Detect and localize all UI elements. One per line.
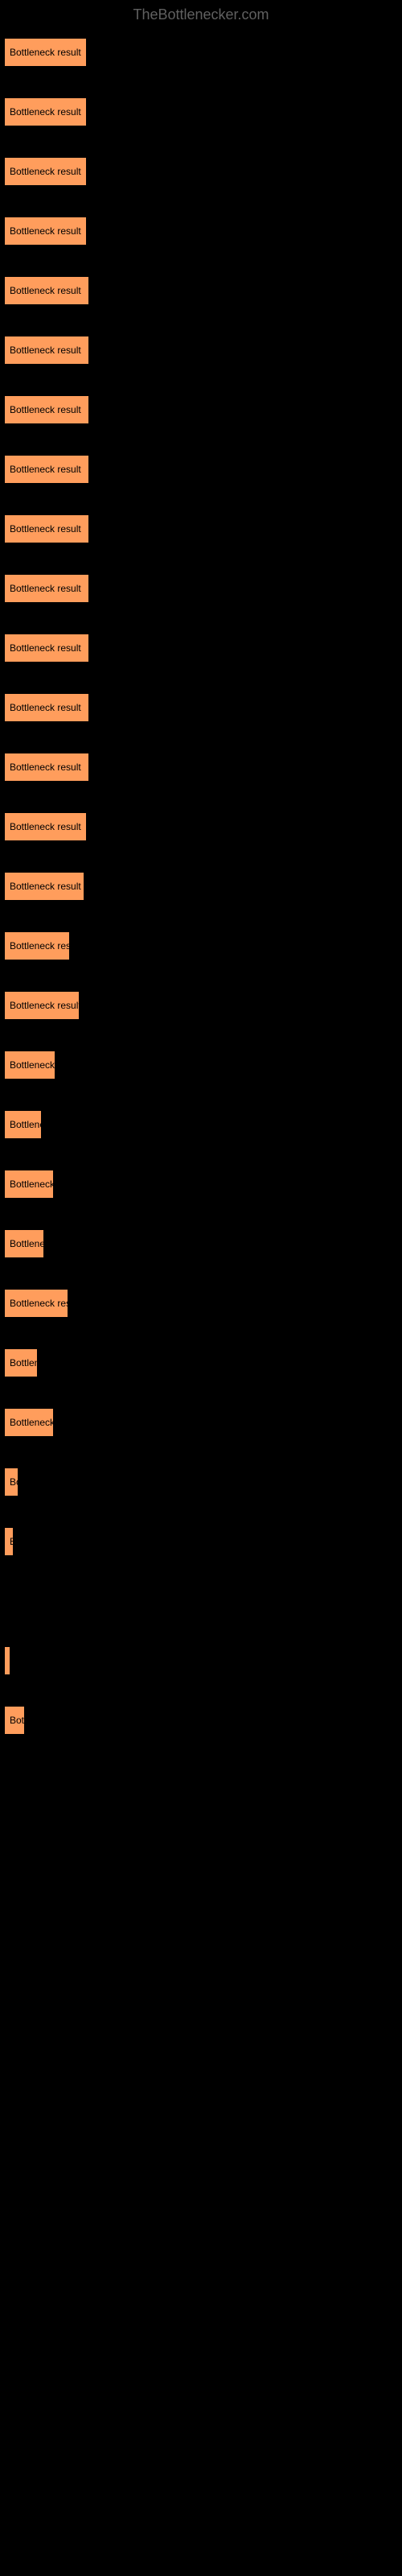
bar-label: Bottleneck result bbox=[10, 1059, 55, 1071]
bar-row: Bottleneck result bbox=[4, 693, 402, 722]
bar-row: Bottleneck result bbox=[4, 753, 402, 782]
bar-row: Bottleneck result bbox=[4, 276, 402, 305]
chart-bar: Bottleneck result bbox=[4, 455, 89, 484]
bar-row: Bottleneck result bbox=[4, 157, 402, 186]
bar-label: Bottleneck result bbox=[10, 404, 81, 415]
bar-label: Bottleneck result bbox=[10, 106, 81, 118]
chart-bar: Bottleneck result bbox=[4, 157, 87, 186]
bar-label: Bottleneck result bbox=[10, 1417, 53, 1428]
bar-row: Bottleneck result bbox=[4, 395, 402, 424]
bar-row: Bottleneck result bbox=[4, 991, 402, 1020]
bar-row: Bottleneck result bbox=[4, 1706, 402, 1735]
bar-row bbox=[4, 1765, 402, 1794]
chart-bar: Bottleneck result bbox=[4, 514, 89, 543]
bar-row: Bottleneck result bbox=[4, 1408, 402, 1437]
bar-label: Bottleneck result bbox=[10, 345, 81, 356]
bar-row: Bottleneck result bbox=[4, 514, 402, 543]
bar-label: Bottleneck result bbox=[10, 940, 69, 952]
bar-row: Bottleneck result bbox=[4, 217, 402, 246]
header-title: TheBottlenecker.com bbox=[133, 6, 269, 23]
bar-row bbox=[4, 1587, 402, 1616]
bar-label: Bottleneck result bbox=[10, 166, 81, 177]
chart-bar: Bottleneck result bbox=[4, 38, 87, 67]
bar-row: Bottleneck result bbox=[4, 872, 402, 901]
chart-bar: Bottleneck result bbox=[4, 1646, 10, 1675]
bar-row: Bottleneck result bbox=[4, 574, 402, 603]
chart-bar: Bottleneck result bbox=[4, 97, 87, 126]
chart-bar: Bottleneck result bbox=[4, 276, 89, 305]
chart-bar: Bottleneck result bbox=[4, 1289, 68, 1318]
bar-row: Bottleneck result bbox=[4, 931, 402, 960]
chart-bar: Bottleneck result bbox=[4, 872, 84, 901]
bar-label: Bottleneck result bbox=[10, 225, 81, 237]
chart-bar: Bottleneck result bbox=[4, 1468, 18, 1496]
chart-bar: Bottleneck result bbox=[4, 574, 89, 603]
chart-bar: Bottleneck result bbox=[4, 1527, 14, 1556]
bar-row: Bottleneck result bbox=[4, 97, 402, 126]
chart-bar: Bottleneck result bbox=[4, 693, 89, 722]
bar-row: Bottleneck result bbox=[4, 1289, 402, 1318]
bar-label: Bottleneck result bbox=[10, 1000, 79, 1011]
bar-row: Bottleneck result bbox=[4, 1468, 402, 1496]
bar-label: Bottleneck result bbox=[10, 523, 81, 535]
chart-bar: Bottleneck result bbox=[4, 991, 80, 1020]
bar-label: Bottleneck result bbox=[10, 464, 81, 475]
bar-row: Bottleneck result bbox=[4, 1229, 402, 1258]
chart-bar: Bottleneck result bbox=[4, 931, 70, 960]
bar-label: Bottleneck result bbox=[10, 821, 81, 832]
bar-row: Bottleneck result bbox=[4, 1348, 402, 1377]
bar-row: Bottleneck result bbox=[4, 455, 402, 484]
bar-label: Bottleneck result bbox=[10, 762, 81, 773]
bar-row: Bottleneck result bbox=[4, 812, 402, 841]
bar-label: Bottleneck result bbox=[10, 1119, 41, 1130]
bar-label: Bottleneck result bbox=[10, 702, 81, 713]
chart-bar: Bottleneck result bbox=[4, 395, 89, 424]
chart-bar: Bottleneck result bbox=[4, 336, 89, 365]
bar-chart: Bottleneck result Bottleneck result Bottle… bbox=[0, 30, 402, 1833]
chart-bar: Bottleneck result bbox=[4, 1110, 42, 1139]
bar-label: Bottleneck result bbox=[10, 1179, 53, 1190]
bar-label: Bottleneck result bbox=[10, 1298, 68, 1309]
bar-row: Bottleneck result bbox=[4, 336, 402, 365]
bar-row: Bottleneck result bbox=[4, 1646, 402, 1675]
bar-label: Bottleneck result bbox=[10, 1238, 43, 1249]
bar-label: Bottleneck result bbox=[10, 285, 81, 296]
bar-row: Bottleneck result bbox=[4, 1527, 402, 1556]
bar-row: Bottleneck result bbox=[4, 1170, 402, 1199]
chart-bar: Bottleneck result bbox=[4, 217, 87, 246]
chart-bar: Bottleneck result bbox=[4, 753, 89, 782]
bar-label: Bottleneck result bbox=[10, 47, 81, 58]
chart-bar: Bottleneck result bbox=[4, 1170, 54, 1199]
bar-label: Bottleneck result bbox=[10, 1715, 24, 1726]
bar-row: Bottleneck result bbox=[4, 634, 402, 663]
bar-row: Bottleneck result bbox=[4, 38, 402, 67]
bar-label: Bottleneck result bbox=[10, 1357, 37, 1368]
page-header: TheBottlenecker.com bbox=[0, 0, 402, 30]
chart-bar: Bottleneck result bbox=[4, 1348, 38, 1377]
bar-row: Bottleneck result bbox=[4, 1051, 402, 1080]
bar-label: Bottleneck result bbox=[10, 881, 81, 892]
chart-bar: Bottleneck result bbox=[4, 1408, 54, 1437]
chart-bar: Bottleneck result bbox=[4, 1051, 55, 1080]
chart-bar: Bottleneck result bbox=[4, 812, 87, 841]
bar-label: Bottleneck result bbox=[10, 642, 81, 654]
bar-label: Bottleneck result bbox=[10, 1536, 13, 1547]
bar-row: Bottleneck result bbox=[4, 1110, 402, 1139]
bar-label: Bottleneck result bbox=[10, 1476, 18, 1488]
chart-bar: Bottleneck result bbox=[4, 634, 89, 663]
chart-bar: Bottleneck result bbox=[4, 1706, 25, 1735]
chart-bar: Bottleneck result bbox=[4, 1229, 44, 1258]
bar-label: Bottleneck result bbox=[10, 583, 81, 594]
